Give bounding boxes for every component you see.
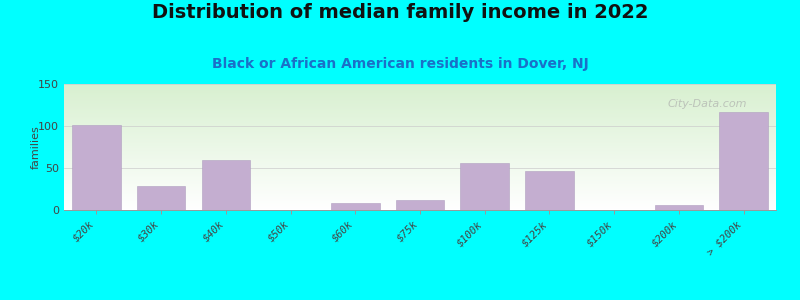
Bar (525, 170, 574, 210)
Bar (719, 112, 768, 210)
Bar (72, 125, 121, 210)
Bar (137, 186, 186, 210)
Bar (461, 163, 509, 210)
Bar (654, 205, 703, 210)
Text: Distribution of median family income in 2022: Distribution of median family income in … (152, 3, 648, 22)
Bar (396, 200, 444, 210)
Bar (202, 160, 250, 210)
Text: City-Data.com: City-Data.com (668, 99, 747, 109)
Y-axis label: families: families (30, 125, 40, 169)
Text: Black or African American residents in Dover, NJ: Black or African American residents in D… (212, 57, 588, 71)
Bar (331, 203, 379, 210)
